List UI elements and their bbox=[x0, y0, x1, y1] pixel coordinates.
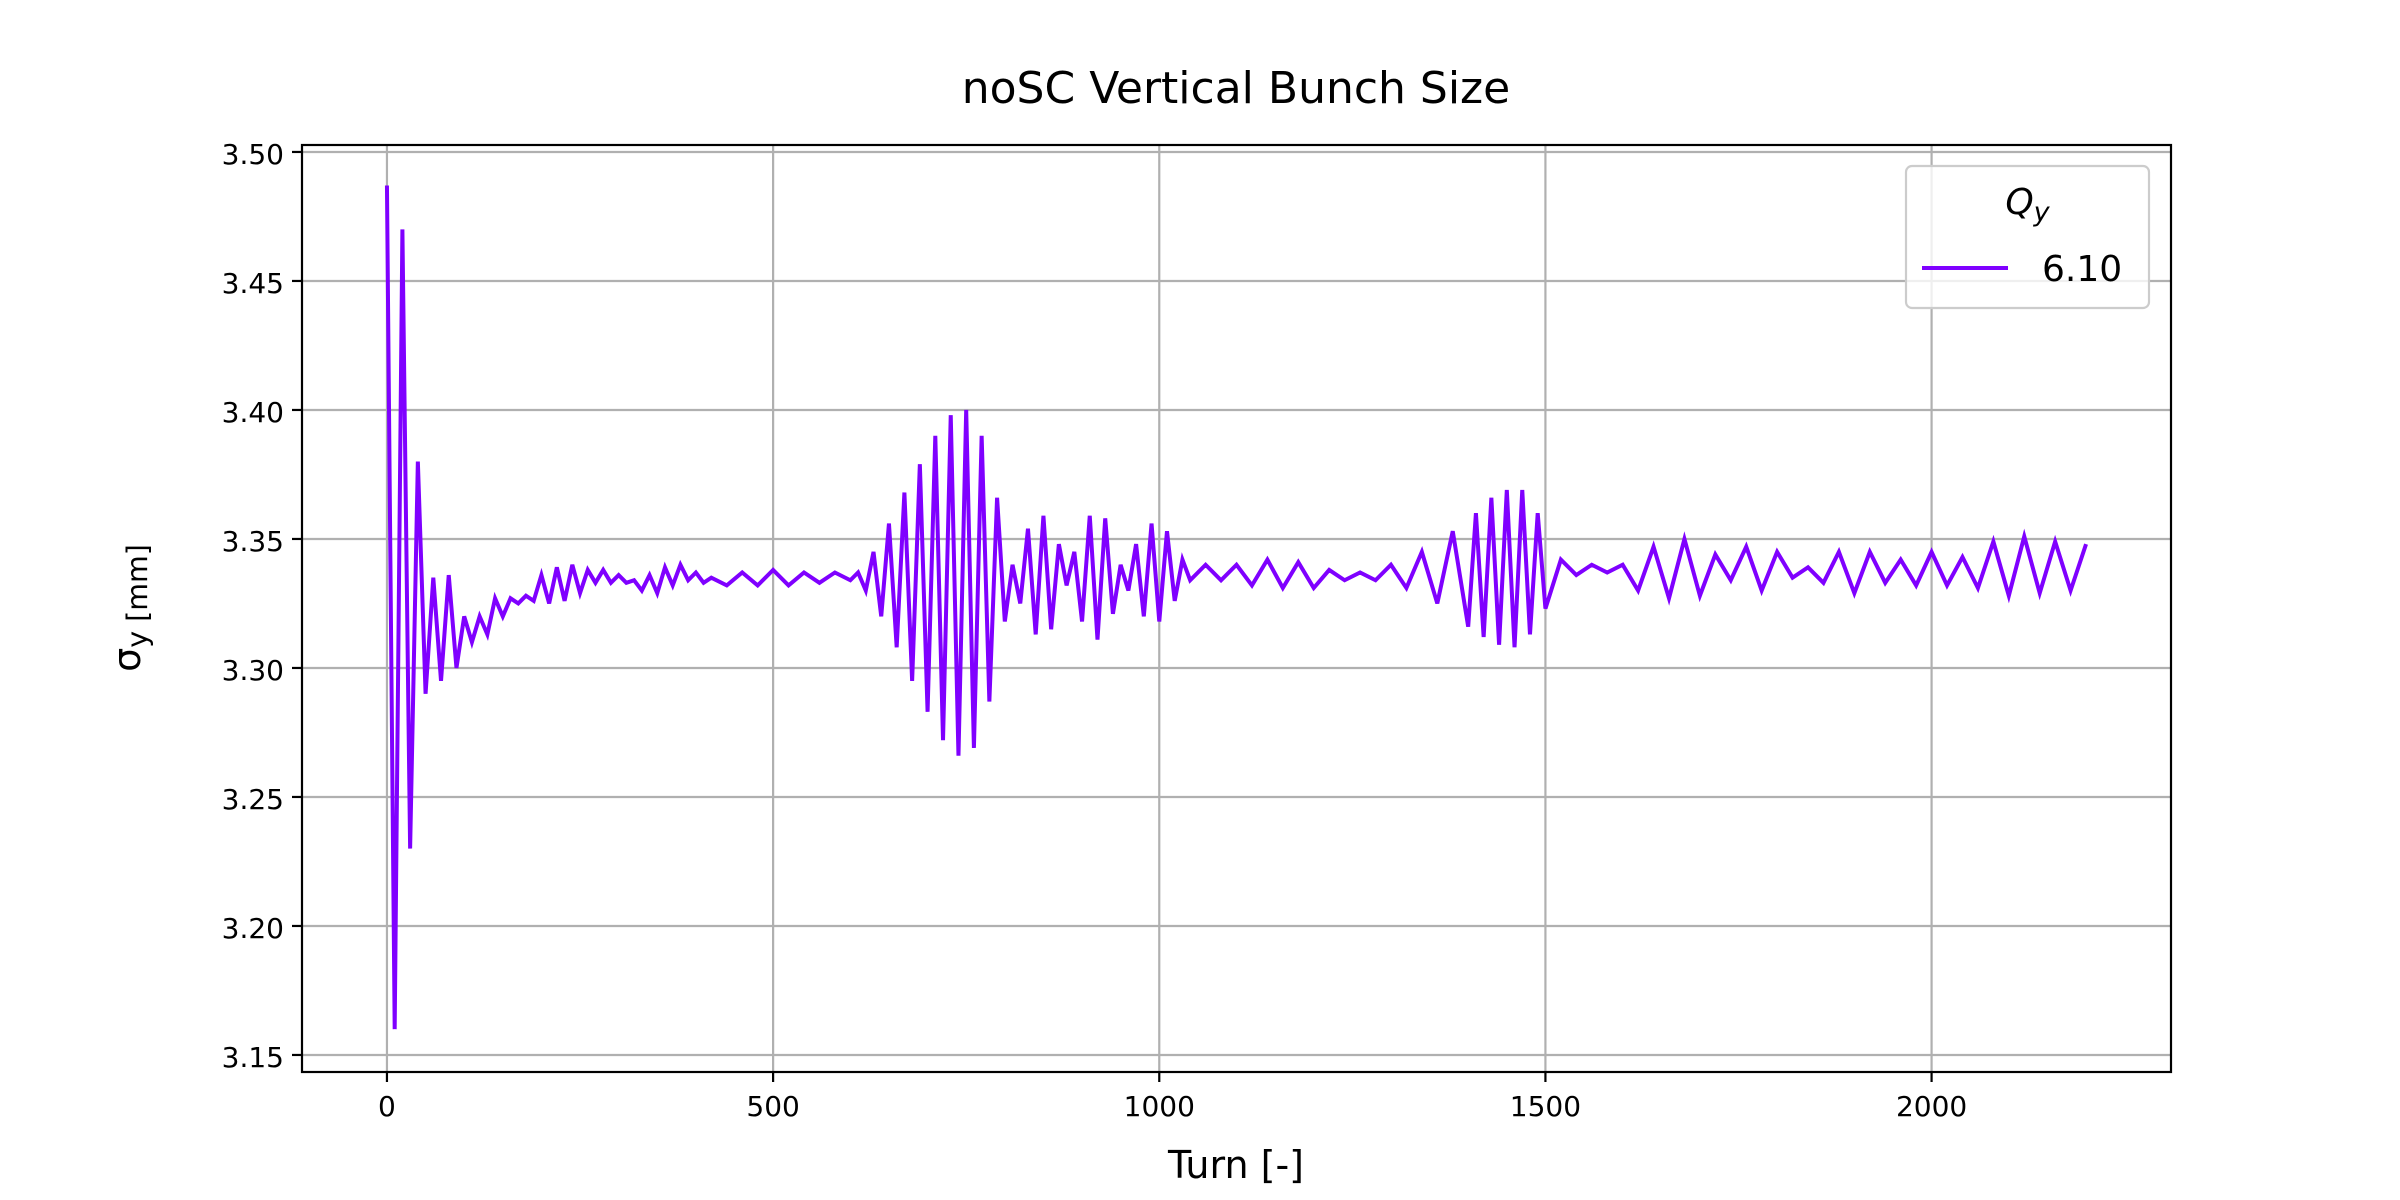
y-tick-label: 3.20 bbox=[222, 912, 284, 945]
x-tick-label: 0 bbox=[378, 1090, 396, 1123]
legend-title: Qy bbox=[2005, 182, 2050, 228]
series-line bbox=[384, 185, 2088, 1030]
x-axis-label: Turn [-] bbox=[1167, 1143, 1304, 1187]
legend-box bbox=[1904, 164, 2151, 310]
y-tick-label: 3.30 bbox=[222, 654, 284, 687]
plot-area bbox=[384, 185, 2088, 1030]
chart-title: noSC Vertical Bunch Size bbox=[962, 63, 1510, 114]
legend: Qy 6.10 bbox=[1904, 164, 2151, 310]
y-tick-label: 3.45 bbox=[222, 267, 284, 300]
ticks: 0 500 1000 1500 2000 3.15 3.20 3.25 3.30 3.35 3.40… bbox=[222, 138, 1968, 1123]
y-axis-label: σy [mm] bbox=[105, 544, 154, 672]
x-tick-label: 500 bbox=[746, 1090, 799, 1123]
x-tick-label: 2000 bbox=[1896, 1090, 1967, 1123]
y-tick-label: 3.40 bbox=[222, 396, 284, 429]
y-tick-label: 3.50 bbox=[222, 138, 284, 171]
y-tick-label: 3.25 bbox=[222, 783, 284, 816]
y-tick-label: 3.35 bbox=[222, 525, 284, 558]
axes-frame bbox=[300, 143, 2173, 1074]
x-tick-label: 1000 bbox=[1124, 1090, 1195, 1123]
y-tick-label: 3.15 bbox=[222, 1041, 284, 1074]
legend-label: 6.10 bbox=[2042, 249, 2122, 290]
x-tick-label: 1500 bbox=[1510, 1090, 1581, 1123]
